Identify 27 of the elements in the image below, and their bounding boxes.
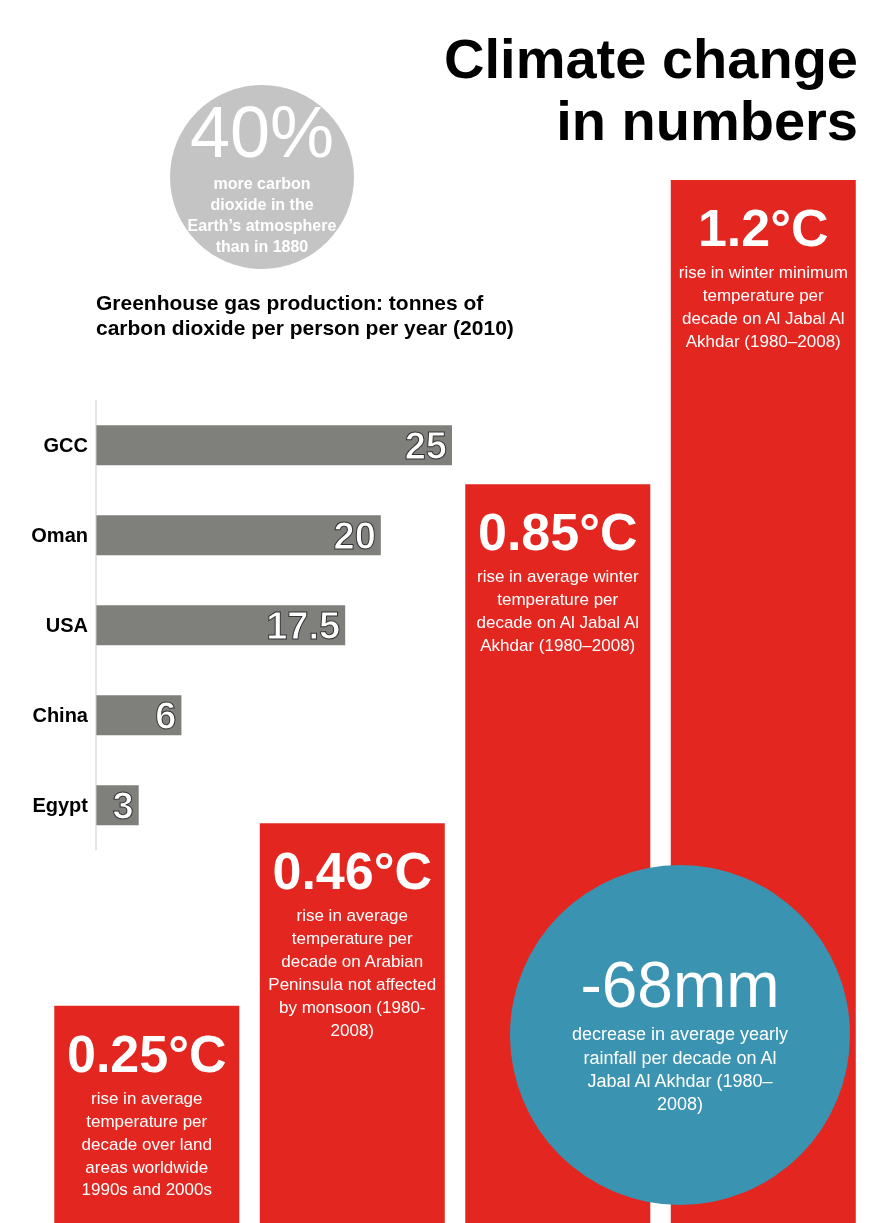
annotation: -68mm [580,949,780,1022]
y-tick-label: Oman [31,524,88,547]
x-tick-label: rise in average winter temperature per decade on Al Jabal Al Akhdar (1980–2008) [475,566,641,657]
data-label: 6 [155,694,177,737]
x-tick-label: rise in winter minimum temperature per decade on Al Jabal Al Akhdar (1980–2008) [677,262,849,353]
text: 40% [189,92,335,173]
data-label: 1.2°C [697,199,829,257]
y-tick-label: GCC [43,434,88,457]
data-label: 17.5 [266,604,341,647]
bar [96,515,381,556]
data-label: 3 [112,784,134,827]
x-tick-label: rise in average temperature per decade on Arabian Peninsula not affected by monsoon (1980-2008) [267,905,438,1042]
annotation: more carbon dioxide in the Earth’s atmosphere than in 1880 [187,174,337,257]
annotation: decrease in average yearly rainfall per decade on Al Jabal Al Akhdar (1980–2008) [570,1023,790,1117]
data-label: 0.25°C [66,1024,227,1083]
chart-title: Greenhouse gas production: tonnes of carbon dioxide per person per year (2010) [96,290,515,342]
data-label: 0.85°C [477,503,638,562]
bar [259,823,445,1223]
data-label: 0.46°C [272,842,433,901]
x-tick-label: rise in average temperature per decade over land areas worldwide 1990s and 2000s [80,1087,213,1202]
y-tick-label: Egypt [32,794,89,817]
data-label: 25 [404,424,447,467]
bar [96,425,452,466]
chart-title: Climate change in numbers [443,27,858,152]
data-label: 20 [333,514,376,557]
y-tick-label: China [32,704,89,727]
y-tick-label: USA [45,614,88,637]
